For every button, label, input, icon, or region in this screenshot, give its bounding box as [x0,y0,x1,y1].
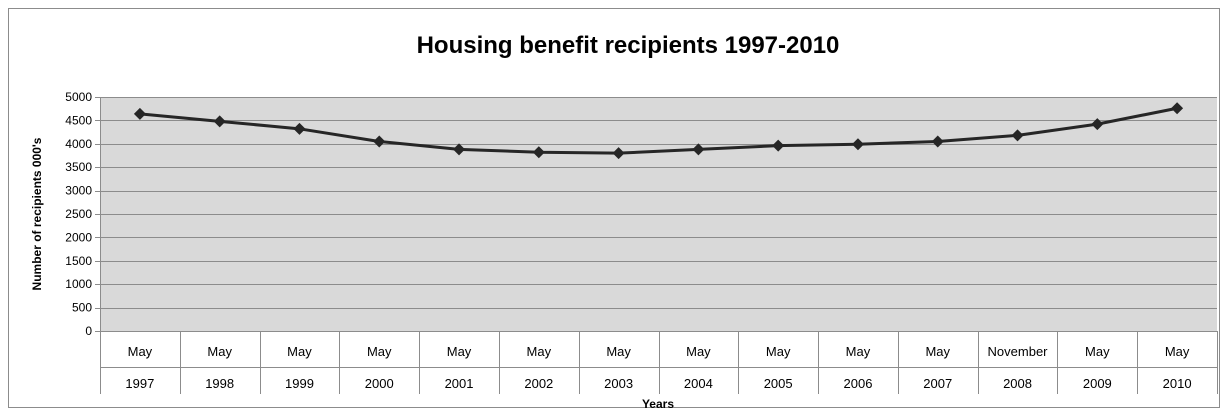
data-point-marker [453,143,466,156]
x-tick-label-year: 2007 [923,376,952,391]
data-point-marker [851,138,864,151]
y-tick-label: 500 [72,301,92,315]
y-tick-label: 1000 [65,277,92,291]
x-tick-label-year: 2008 [1003,376,1032,391]
data-point-marker [931,135,944,148]
x-tick-label-year: 1997 [125,376,154,391]
x-tick-label-month: May [1085,344,1110,359]
data-point-marker [692,143,705,156]
y-tick-label: 4000 [65,137,92,151]
x-tick-label-year: 1999 [285,376,314,391]
data-point-marker [293,122,306,135]
data-point-marker [1011,129,1024,142]
x-tick-label-year: 2001 [445,376,474,391]
y-tick-label: 3000 [65,184,92,198]
x-tick-label-month: May [527,344,552,359]
x-tick-label-month: May [766,344,791,359]
x-tick-label-year: 2005 [764,376,793,391]
y-axis-tick-labels: 0 500 1000 1500 2000 2500 3000 3500 4000 4500 5000 [65,90,92,338]
x-tick-label-month: May [447,344,472,359]
data-point-marker [612,147,625,160]
data-point-marker [373,135,386,148]
x-tick-label-year: 2009 [1083,376,1112,391]
x-tick-label-year: 2000 [365,376,394,391]
x-tick-label-month: May [1165,344,1190,359]
data-point-marker [772,139,785,152]
x-tick-label-year: 2010 [1163,376,1192,391]
data-point-marker [213,115,226,128]
y-tick-label: 1500 [65,254,92,268]
x-axis: May 1997 May 1998 May 1999 May 2000 May 2001 May 20… [100,97,1218,394]
y-tick-label: 2500 [65,207,92,221]
y-tick-label: 3500 [65,160,92,174]
y-tick-label: 2000 [65,230,92,244]
x-tick-label-month: November [988,344,1049,359]
x-tick-label-month: May [686,344,711,359]
series-line [139,106,1178,155]
y-axis-label: Number of recipients 000's [30,137,44,290]
x-tick-label-month: May [606,344,631,359]
y-tick-label: 4500 [65,113,92,127]
x-tick-label-month: May [287,344,312,359]
data-point-marker [1171,102,1184,115]
x-axis-label: Years [642,397,674,409]
x-tick-label-month: May [846,344,871,359]
x-tick-label-year: 1998 [205,376,234,391]
x-tick-label-month: May [925,344,950,359]
x-tick-label-month: May [207,344,232,359]
data-point-marker [133,107,146,120]
y-tick-label: 5000 [65,90,92,104]
data-point-marker [532,146,545,159]
data-point-marker [1091,118,1104,131]
gridlines [95,97,1217,332]
x-tick-label-month: May [128,344,153,359]
series-line-group [133,102,1184,160]
x-tick-label-month: May [367,344,392,359]
y-tick-label: 0 [85,324,92,338]
x-tick-label-year: 2003 [604,376,633,391]
chart-title: Housing benefit recipients 1997-2010 [417,32,840,59]
x-tick-label-year: 2004 [684,376,713,391]
x-tick-label-year: 2002 [524,376,553,391]
x-tick-label-year: 2006 [844,376,873,391]
